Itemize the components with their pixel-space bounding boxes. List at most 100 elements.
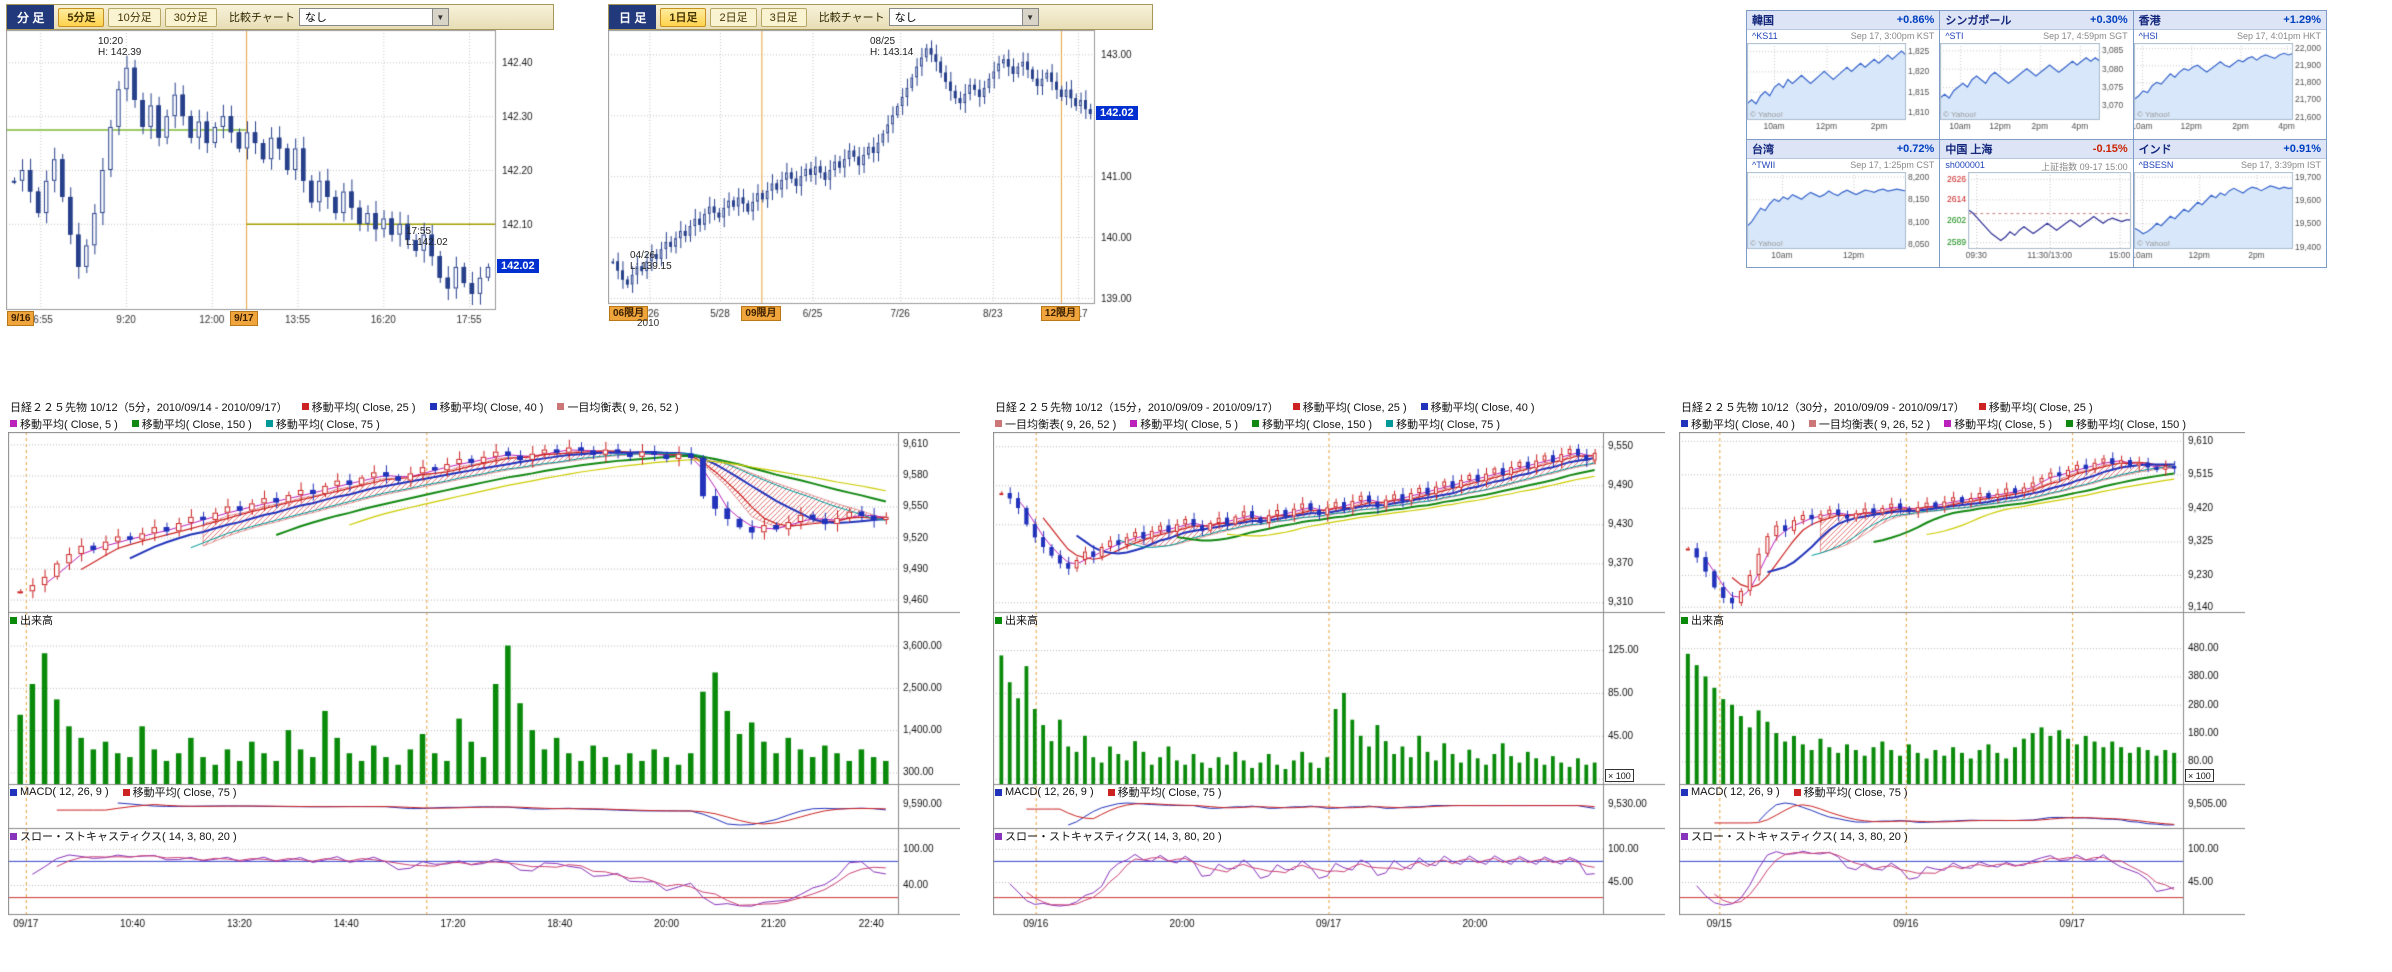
market-name: 香港 — [2138, 15, 2161, 27]
minute-chart-toolbar: 分 足 5分足 10分足 30分足 比較チャート なし ▼ — [6, 4, 554, 30]
macd-legend: MACD( 12, 26, 9 ) 移動平均( Close, 75 ) — [10, 784, 237, 800]
tech-chart-plot — [8, 432, 960, 932]
market-timestamp: Sep 17, 1:25pm CST — [1850, 159, 1935, 170]
legend-color-chip — [1978, 403, 1986, 410]
world-cell-korea[interactable]: 韓国 +0.86% ^KS11 Sep 17, 3:00pm KST — [1747, 11, 1940, 139]
legend-color-chip — [122, 788, 130, 796]
legend-color-chip — [265, 420, 273, 427]
legend-color-chip — [10, 788, 17, 796]
market-change: +0.86% — [1896, 14, 1935, 26]
market-timestamp: Sep 17, 4:59pm SGT — [2043, 31, 2128, 41]
market-change: +1.29% — [2283, 14, 2321, 26]
world-markets-panel: 韓国 +0.86% ^KS11 Sep 17, 3:00pm KST シンガポー… — [1746, 10, 2327, 268]
world-cell-meta: ^KS11 Sep 17, 3:00pm KST — [1747, 30, 1939, 43]
legend-ma75: 移動平均( Close, 75 ) — [1386, 416, 1500, 432]
legend-ichimoku: 一目均衡表( 9, 26, 52 ) — [1808, 416, 1930, 432]
minute-chart-plot — [6, 30, 554, 330]
daily-compare-value: なし — [894, 12, 917, 24]
legend-color-chip — [10, 616, 17, 624]
world-cell-header: 香港 +1.29% — [2133, 11, 2326, 30]
world-cell-singapore[interactable]: シンガポール +0.30% ^STI Sep 17, 4:59pm SGT — [1940, 11, 2133, 139]
button-30min[interactable]: 30分足 — [164, 7, 217, 27]
legend-ma5: 移動平均( Close, 5 ) — [10, 416, 118, 432]
legend-color-chip — [1681, 788, 1688, 796]
legend-ma150: 移動平均( Close, 150 ) — [2065, 416, 2186, 432]
legend-ma5: 移動平均( Close, 5 ) — [1130, 416, 1238, 432]
volume-multiplier: × 100 — [2185, 769, 2214, 782]
volume-legend: 出来高 — [995, 612, 1038, 628]
world-cell-hongkong[interactable]: 香港 +1.29% ^HSI Sep 17, 4:01pm HKT — [2133, 11, 2326, 139]
legend-color-chip — [429, 403, 437, 410]
legend-color-chip — [2065, 420, 2073, 427]
minute-compare-value: なし — [304, 12, 327, 24]
tech-legend-row: 一目均衡表( 9, 26, 52 ) 移動平均( Close, 5 ) 移動平均… — [993, 415, 1665, 432]
world-cell-header: 台湾 +0.72% — [1747, 139, 1940, 159]
market-mini-chart — [2133, 43, 2326, 132]
legend-ma25: 移動平均( Close, 25 ) — [301, 399, 416, 415]
macd-legend: MACD( 12, 26, 9 ) 移動平均( Close, 75 ) — [1681, 784, 1908, 800]
market-mini-chart — [1940, 43, 2133, 132]
world-cell-header: シンガポール +0.30% — [1940, 11, 2133, 30]
legend-ma5: 移動平均( Close, 5 ) — [1944, 416, 2052, 432]
minute-high-annotation: 10:20 H: 142.39 — [98, 36, 142, 58]
tech-title-row: 日経２２５先物 10/12（15分，2010/09/09 - 2010/09/1… — [993, 398, 1665, 415]
contract-box-jun: 06限月 — [609, 306, 649, 321]
world-cell-shanghai[interactable]: 中国 上海 -0.15% sh000001 上証指数 09-17 15:00 — [1940, 139, 2133, 267]
market-symbol: ^KS11 — [1752, 31, 1778, 41]
dropdown-arrow-icon[interactable]: ▼ — [431, 9, 448, 25]
market-mini-chart — [1747, 43, 1940, 132]
legend-color-chip — [1107, 788, 1115, 796]
world-cell-india[interactable]: インド +0.91% ^BSESN Sep 17, 3:39pm IST — [2133, 139, 2326, 267]
tech-chart-5min: 日経２２５先物 10/12（5分，2010/09/14 - 2010/09/17… — [8, 398, 960, 938]
stochastics-legend: スロー・ストキャスティクス( 14, 3, 80, 20 ) — [1681, 828, 1908, 844]
world-cell-meta: ^STI Sep 17, 4:59pm SGT — [1940, 30, 2132, 43]
legend-color-chip — [995, 788, 1002, 796]
legend-color-chip — [1130, 420, 1138, 427]
world-cell-meta: ^HSI Sep 17, 4:01pm HKT — [2134, 30, 2326, 43]
button-2day[interactable]: 2日足 — [710, 7, 757, 27]
daily-mode-label: 日 足 — [609, 5, 657, 29]
market-change: +0.91% — [2283, 142, 2321, 155]
legend-color-chip — [1944, 420, 1952, 427]
legend-color-chip — [1808, 420, 1816, 427]
minute-chart-window: 分 足 5分足 10分足 30分足 比較チャート なし ▼ 10:20 H: 14… — [6, 4, 554, 340]
minute-compare-select[interactable]: なし ▼ — [298, 8, 449, 26]
daily-compare-select[interactable]: なし ▼ — [888, 8, 1039, 26]
volume-legend: 出来高 — [1681, 612, 1724, 628]
button-1day[interactable]: 1日足 — [660, 7, 707, 27]
world-cell-taiwan[interactable]: 台湾 +0.72% ^TWII Sep 17, 1:25pm CST — [1747, 139, 1940, 267]
world-cell-header: 韓国 +0.86% — [1747, 11, 1940, 30]
market-symbol: sh000001 — [1945, 159, 1985, 170]
legend-ichimoku: 一目均衡表( 9, 26, 52 ) — [557, 399, 679, 415]
daily-high-annotation: 08/25 H: 143.14 — [870, 36, 914, 58]
market-name: 韓国 — [1752, 15, 1774, 27]
button-3day[interactable]: 3日足 — [760, 7, 807, 27]
market-symbol: ^TWII — [1752, 159, 1776, 170]
legend-color-chip — [995, 832, 1002, 840]
button-5min[interactable]: 5分足 — [58, 7, 105, 27]
world-cell-meta: ^TWII Sep 17, 1:25pm CST — [1747, 159, 1939, 172]
legend-color-chip — [995, 616, 1002, 624]
tech-legend-row: 移動平均( Close, 40 ) 一目均衡表( 9, 26, 52 ) 移動平… — [1679, 415, 2245, 432]
stochastics-legend: スロー・ストキャスティクス( 14, 3, 80, 20 ) — [10, 828, 237, 844]
button-10min[interactable]: 10分足 — [108, 7, 161, 27]
minute-current-price: 142.02 — [497, 258, 539, 273]
stochastics-legend: スロー・ストキャスティクス( 14, 3, 80, 20 ) — [995, 828, 1222, 844]
market-symbol: ^BSESN — [2138, 159, 2174, 170]
daily-chart-window: 日 足 1日足 2日足 3日足 比較チャート なし ▼ 08/25 H: 143.… — [608, 4, 1153, 340]
market-change: +0.30% — [2090, 14, 2128, 26]
market-timestamp: Sep 17, 3:00pm KST — [1850, 31, 1935, 41]
compare-chart-label: 比較チャート — [818, 12, 885, 24]
market-symbol: ^STI — [1945, 31, 1964, 41]
legend-color-chip — [995, 420, 1002, 427]
compare-chart-label: 比較チャート — [228, 12, 295, 24]
market-symbol: ^HSI — [2138, 31, 2158, 41]
tech-chart-title: 日経２２５先物 10/12（5分，2010/09/14 - 2010/09/17… — [10, 401, 288, 414]
legend-ma40: 移動平均( Close, 40 ) — [429, 399, 543, 415]
legend-color-chip — [301, 403, 309, 410]
minute-mode-label: 分 足 — [7, 5, 55, 29]
market-name: インド — [2138, 143, 2172, 156]
market-name: 中国 上海 — [1945, 143, 1993, 156]
dropdown-arrow-icon[interactable]: ▼ — [1021, 9, 1038, 25]
